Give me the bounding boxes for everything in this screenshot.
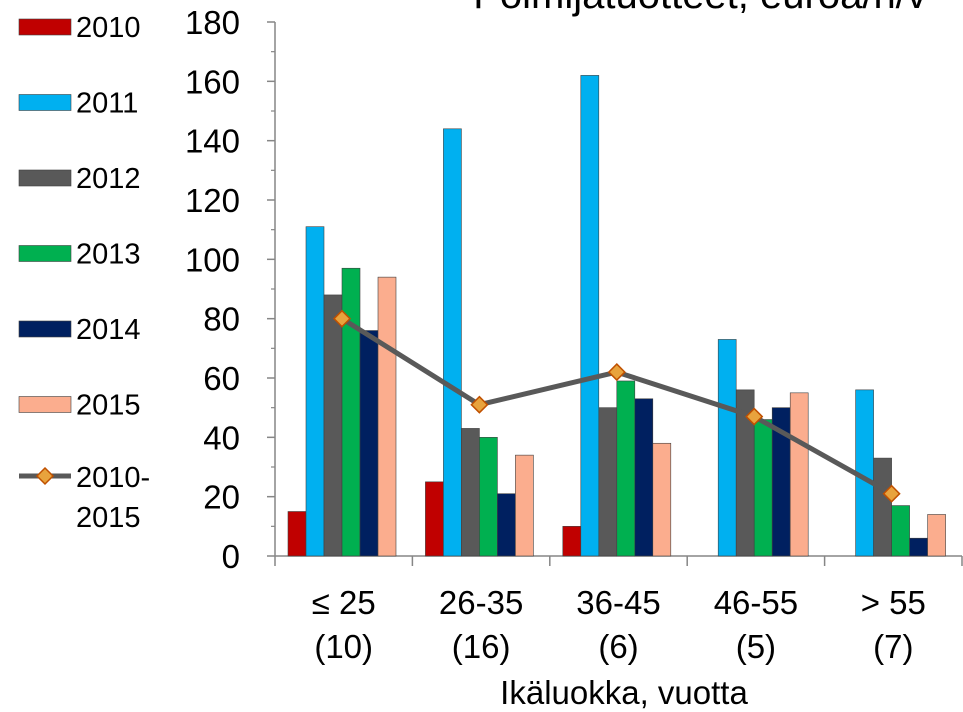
bar-2013-0 [341, 267, 361, 557]
bar-2014-1 [497, 493, 516, 557]
legend-label: 2015 [76, 390, 141, 422]
x-tick-label: 36-45 [576, 584, 660, 621]
legend-label: 2011 [76, 88, 138, 120]
trend-point-3 [745, 407, 764, 426]
legend-swatch-2012 [18, 169, 72, 187]
bar-2010-1 [425, 481, 444, 557]
trend-point-4 [882, 484, 901, 503]
bar-2011-2 [580, 75, 600, 557]
y-tick-label: 60 [203, 360, 240, 397]
legend-label: 2012 [76, 163, 141, 195]
trend-point-2 [607, 363, 626, 382]
bar-2014-0 [359, 330, 379, 557]
bar-2015-3 [789, 392, 809, 557]
legend-swatch-2013 [18, 245, 72, 262]
legend-label: 2010- [76, 462, 150, 494]
x-tick-label: (7) [873, 628, 913, 665]
x-tick-label: ≤ 25 [312, 584, 376, 621]
bar-2015-1 [515, 454, 534, 557]
legend-swatch-2014 [18, 320, 72, 338]
bar-2015-4 [927, 514, 946, 557]
legend-label: 2014 [76, 314, 141, 346]
bar-2015-0 [377, 276, 397, 557]
bar-2011-3 [717, 339, 737, 557]
legend-line-marker [35, 466, 55, 486]
y-tick-label: 160 [185, 63, 240, 100]
legend-label: 2010 [76, 12, 141, 44]
bar-2014-2 [634, 398, 654, 557]
x-axis-title: Ikäluokka, vuotta [500, 674, 748, 711]
bar-2014-4 [909, 537, 928, 557]
x-tick-label: (6) [598, 628, 638, 665]
y-tick-label: 100 [185, 241, 240, 278]
y-tick-label: 40 [203, 419, 240, 456]
legend-swatch-2015 [18, 396, 72, 413]
legend-label: 2013 [76, 239, 141, 271]
x-tick-label: (10) [314, 628, 373, 665]
legend-label: 2015 [76, 502, 141, 534]
y-tick-label: 120 [185, 182, 240, 219]
y-tick-label: 180 [185, 4, 240, 41]
x-tick-label: 46-55 [714, 584, 798, 621]
x-tick-label: (5) [736, 628, 776, 665]
chart-title: Poimijatuotteet, euroa/h/v [473, 0, 927, 17]
bar-2012-0 [323, 294, 343, 557]
bar-2013-3 [753, 419, 773, 557]
bar-2013-4 [891, 505, 910, 557]
legend-swatch-2011 [18, 94, 72, 111]
y-tick-label: 0 [222, 538, 240, 575]
legend-swatch-2010 [18, 18, 72, 36]
x-tick-label: 26-35 [439, 584, 523, 621]
x-tick-label: (16) [452, 628, 511, 665]
x-tick-label: > 55 [861, 584, 926, 621]
trend-point-0 [332, 309, 352, 328]
bar-2013-1 [479, 437, 498, 557]
trend-point-1 [470, 395, 489, 414]
bar-2012-1 [461, 428, 480, 557]
bar-2010-0 [287, 511, 307, 557]
bar-2015-2 [652, 442, 672, 557]
bar-2012-4 [873, 457, 892, 557]
y-tick-label: 140 [185, 123, 240, 160]
bar-2011-0 [305, 226, 325, 557]
bar-2011-1 [443, 128, 462, 557]
bar-2012-2 [598, 407, 618, 557]
y-tick-label: 20 [203, 479, 240, 516]
bar-2013-2 [616, 380, 636, 557]
y-tick-label: 80 [203, 301, 240, 338]
bar-2010-2 [562, 526, 582, 557]
